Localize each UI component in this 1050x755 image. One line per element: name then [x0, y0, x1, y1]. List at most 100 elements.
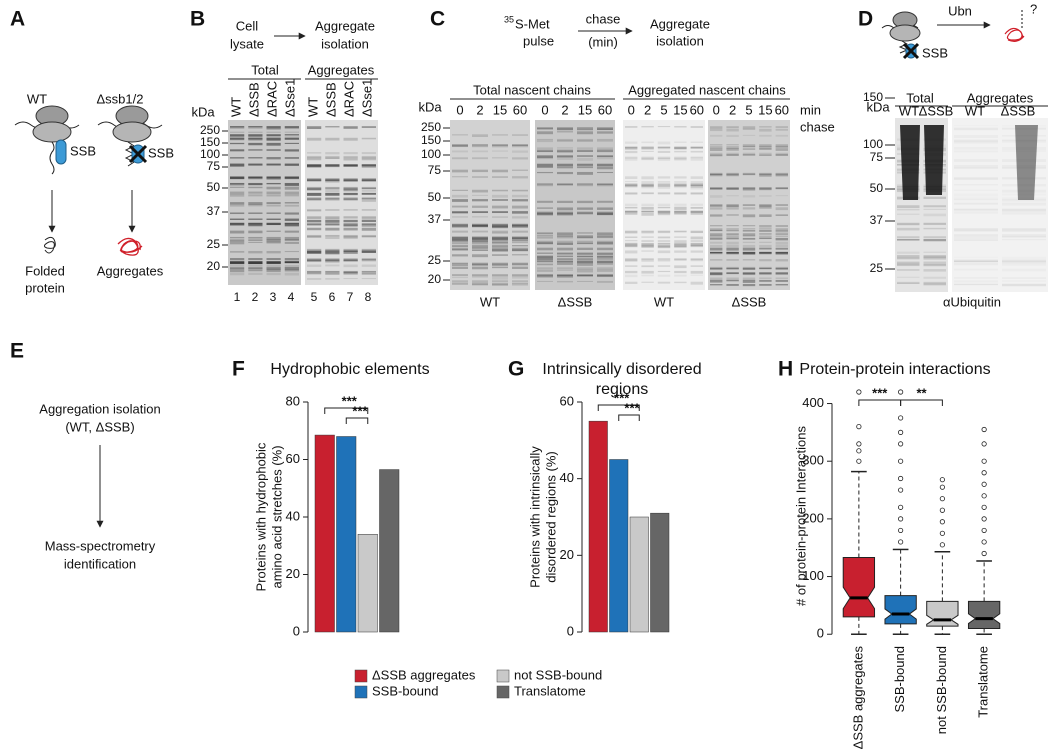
- gel-band: [597, 183, 613, 185]
- gel-band: [248, 131, 263, 133]
- gel-band: [759, 173, 772, 177]
- legend-label: not SSB-bound: [514, 667, 602, 682]
- gel-band: [1002, 212, 1046, 214]
- gel-band: [759, 272, 772, 274]
- gel-band: [641, 250, 654, 252]
- gel-band: [307, 187, 322, 191]
- gel-band: [537, 184, 553, 187]
- gel-band: [492, 225, 508, 229]
- gel-band: [512, 242, 528, 244]
- gel-band: [625, 183, 638, 186]
- x-tick-label: ΔSSB aggregates: [850, 646, 865, 750]
- gel-band: [284, 137, 299, 140]
- gel-band: [472, 134, 488, 138]
- gel-band: [577, 260, 593, 264]
- lane-label: ΔSSB: [1001, 103, 1036, 118]
- gel-band: [512, 276, 528, 279]
- gel-band: [759, 252, 772, 255]
- gel-band: [597, 274, 613, 277]
- gel-band: [726, 154, 739, 156]
- gel-band: [325, 157, 340, 159]
- gel-band: [230, 250, 245, 253]
- gel-band: [248, 137, 263, 140]
- gel-band: [492, 283, 508, 286]
- gel-band: [710, 148, 723, 151]
- gel-band: [657, 242, 671, 245]
- gel-band: [657, 147, 671, 149]
- gel-band: [1002, 263, 1046, 266]
- gel-band: [472, 230, 488, 232]
- legend-label: SSB-bound: [372, 683, 439, 698]
- gel-band: [266, 218, 281, 220]
- label: αUbiquitin: [943, 294, 1001, 309]
- gel-band: [742, 241, 756, 244]
- gel-band: [512, 216, 528, 219]
- gel-band: [472, 205, 488, 208]
- gel-band: [492, 274, 508, 277]
- gel-band: [307, 248, 322, 250]
- gel-band: [674, 150, 687, 153]
- gel-band: [248, 241, 263, 243]
- gel-band: [742, 229, 756, 232]
- gel-band: [597, 126, 613, 130]
- gel-band: [577, 131, 593, 135]
- gel-band: [954, 277, 998, 279]
- gel-band: [597, 260, 613, 263]
- gel-band: [897, 238, 920, 241]
- gel-band: [775, 251, 788, 255]
- y-tick-label: 0: [817, 626, 824, 641]
- gel-band: [472, 283, 488, 286]
- gel-band: [557, 200, 573, 203]
- gel-band: [361, 156, 376, 158]
- gel-band: [742, 214, 756, 218]
- significance-label: **: [916, 385, 927, 400]
- gel-band: [512, 205, 528, 209]
- gel-band: [742, 244, 756, 248]
- gel-band: [512, 237, 528, 240]
- gel-band: [657, 281, 671, 284]
- gel-band: [452, 144, 468, 147]
- gel-band: [512, 199, 528, 202]
- gel-band: [537, 274, 553, 276]
- gel-band: [726, 195, 739, 197]
- gel-band: [557, 260, 573, 264]
- marker-label: 25: [207, 237, 221, 251]
- outlier: [856, 424, 862, 430]
- gel-band: [512, 194, 528, 198]
- y-axis-label: amino acid stretches (%): [269, 445, 284, 588]
- gel-band: [537, 147, 553, 150]
- gel-band: [597, 166, 613, 170]
- gel-band: [710, 237, 723, 240]
- gel-band: [248, 142, 263, 146]
- gel-band: [674, 146, 687, 149]
- gel-band: [710, 229, 723, 231]
- gel-band: [577, 252, 593, 255]
- gel-band: [266, 191, 281, 195]
- gel-band: [452, 176, 468, 178]
- gel-band: [266, 137, 281, 141]
- gel-band: [657, 265, 671, 267]
- gel-band: [537, 257, 553, 261]
- gel-band: [284, 163, 299, 166]
- gel-band: [537, 126, 553, 130]
- gel-band: [954, 228, 998, 231]
- gel-band: [325, 250, 340, 252]
- gel-band: [452, 134, 468, 136]
- gel-band: [674, 181, 687, 183]
- gel-band: [726, 247, 739, 251]
- marker-label: 75: [870, 150, 884, 164]
- gel-band: [726, 173, 739, 177]
- chart-title: regions: [596, 381, 648, 398]
- bar: [629, 516, 649, 633]
- gel-band: [325, 164, 340, 167]
- gel-band: [1002, 284, 1046, 287]
- gel-band: [742, 173, 756, 175]
- marker-label: 20: [207, 259, 221, 273]
- gel-band: [923, 208, 946, 210]
- gel-band: [775, 259, 788, 262]
- outlier: [856, 389, 862, 395]
- gel-band: [557, 258, 573, 261]
- gel-band: [343, 152, 358, 155]
- gel-band: [923, 281, 946, 285]
- gel-band: [759, 152, 772, 154]
